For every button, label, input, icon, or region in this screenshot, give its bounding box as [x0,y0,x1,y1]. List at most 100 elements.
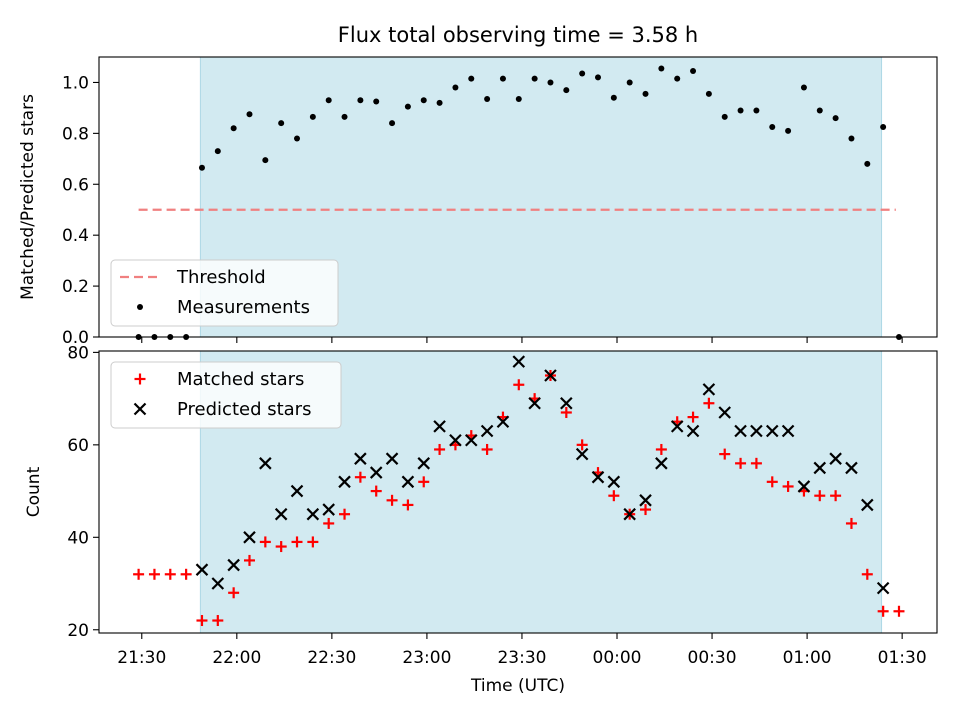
data-point [640,504,652,516]
data-point [876,581,890,595]
data-point [734,424,747,438]
series-measurements [135,65,902,340]
data-point [389,120,396,127]
legend-label: Measurements [177,297,310,318]
data-point [655,443,667,455]
ratio-panel: 0.0 0.2 0.4 0.6 0.8 1.0 Matched/Predicted star… [18,56,938,348]
data-point [877,605,889,617]
data-point [750,424,763,438]
data-point [830,490,842,502]
data-point [243,531,256,544]
data-point [816,107,823,114]
data-point [512,355,526,368]
x-tick-label: 01:00 [783,648,832,668]
data-point [861,568,873,580]
y-tick-label: 20 [67,621,89,641]
data-point [211,577,225,590]
data-point [800,84,807,91]
data-point [785,127,792,134]
data-point [861,498,874,512]
data-point [560,396,573,410]
data-point [687,411,699,423]
data-point [702,383,716,396]
data-point [307,536,319,548]
data-point [246,111,253,118]
data-point [670,420,684,433]
data-point [607,475,621,489]
data-point [198,164,205,171]
legend-swatch [137,304,143,310]
data-point [370,485,382,497]
x-tick-label: 23:00 [402,648,451,668]
data-point [579,70,586,77]
y-tick-label: 0.2 [62,277,89,297]
data-point [230,125,237,132]
data-point [385,452,399,465]
data-point [845,461,858,475]
data-point [782,480,794,492]
data-point [354,452,367,465]
data-point [642,90,649,97]
data-point [845,517,857,529]
data-point [864,160,871,167]
data-point [750,457,762,469]
count-panel: 20 40 60 80 21:30 22:00 22:30 23:00 23:30 00:00 00… [24,343,938,668]
data-point [814,490,826,502]
y-tick-label: 80 [67,343,89,363]
data-point [341,113,348,120]
data-point [481,443,493,455]
legend-label: Matched stars [177,369,304,390]
data-point [262,157,269,164]
data-point [753,107,760,114]
data-point [832,115,839,122]
data-point [528,396,541,410]
data-point [274,507,288,521]
data-point [404,103,411,110]
data-point [515,96,522,102]
data-point [705,90,712,97]
data-point [354,471,366,483]
data-point [148,568,160,580]
data-point [591,470,605,484]
data-point [369,466,383,479]
data-point [322,503,335,516]
x-tick-label: 22:30 [307,648,356,668]
x-tick-label: 00:00 [593,648,642,668]
data-point [325,97,332,104]
y-tick-label: 60 [67,436,89,456]
chart-title: Flux total observing time = 3.58 h [338,23,698,47]
legend-box [110,361,342,429]
data-point [544,369,557,382]
data-point [499,75,506,82]
data-point [594,74,601,81]
y-tick-label: 0.6 [62,175,89,195]
legend-box [110,259,339,327]
y-tick-label: 0.8 [62,124,89,144]
data-point [560,406,572,418]
x-tick-label: 00:30 [688,648,737,668]
data-point [195,563,209,576]
data-point [781,424,795,438]
data-point [576,439,588,451]
data-point [294,135,301,142]
data-point [765,424,779,438]
axes-frame [98,350,938,634]
data-point [402,499,414,511]
data-point [563,87,570,94]
data-point [339,508,351,520]
data-point [484,96,491,102]
data-point [690,68,697,74]
data-point [547,79,554,86]
data-point [623,507,636,521]
data-point [813,461,827,475]
data-point [719,448,731,460]
data-point [513,379,525,391]
x-tick-label: 23:30 [497,648,546,668]
data-point [180,568,192,580]
data-point [674,75,681,82]
data-point [306,507,320,521]
data-point [848,135,855,142]
data-point [480,424,494,438]
data-point [259,536,271,548]
data-point [575,447,589,461]
